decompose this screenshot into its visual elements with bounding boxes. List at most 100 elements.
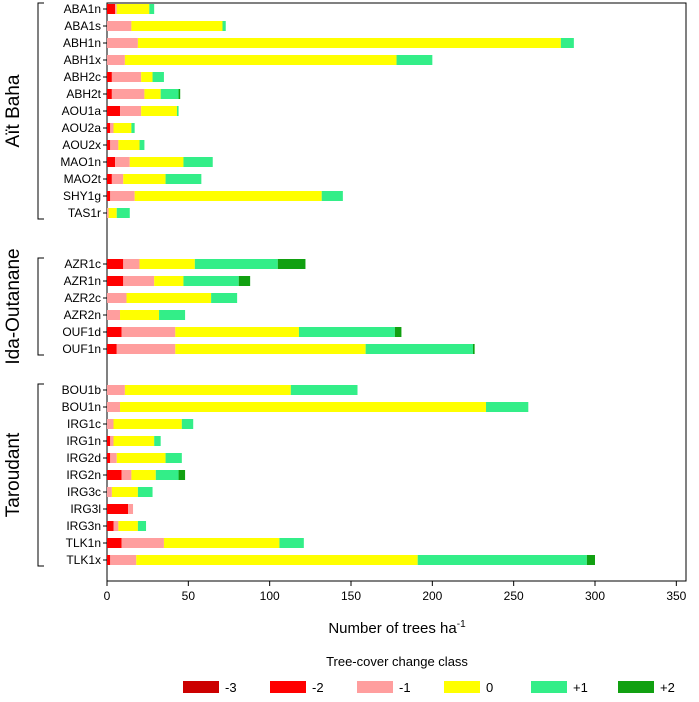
group-brackets: Aït Baha Ida-Outanane Taroudant [3,2,44,567]
category-label: OUF1n [62,342,101,356]
bar-segment-SHY1g-class-0 [134,191,322,201]
bar-segment-OUF1d-class-0 [175,327,299,337]
category-label: AZR2c [64,291,101,305]
bar-segment-MAO2t-class-0 [123,174,166,184]
bar-segment-TLK1x-class--2 [107,555,111,565]
bar-segment-AOU1a-class-0 [141,106,177,116]
bar-segment-TLK1x-class-+1 [417,555,587,565]
bar-segment-AOU2x-class--1 [110,140,119,150]
bar-segment-ABA1s-class-0 [131,21,223,31]
group-label: Aït Baha [3,74,24,147]
bar-segment-MAO2t-class--2 [107,174,112,184]
bar-segment-AOU2a-class--2 [107,123,111,133]
bar-segment-TLK1n-class--2 [107,538,122,548]
bar-segment-AZR1c-class-+2 [277,259,306,269]
group-bracket [37,2,44,220]
bar-segment-ABA1n-class-+1 [149,4,155,14]
bar-segment-IRG3n-class-+1 [137,521,147,531]
legend-label: -2 [312,680,324,695]
bar-segment-TLK1x-class-+2 [586,555,595,565]
bar-segment-TAS1r-class--1 [107,208,109,218]
bar-segment-IRG2n-class-0 [131,470,156,480]
bar-segment-IRG1n-class-+1 [154,436,161,446]
bar-segment-IRG1n-class--1 [110,436,114,446]
bar-segment-AOU1a-class-+1 [176,106,179,116]
x-tick-label: 100 [260,589,280,603]
bar-segment-OUF1n-class-+1 [365,344,473,354]
bar-segment-MAO1n-class--2 [107,157,116,167]
bar-segment-TLK1n-class-0 [163,538,280,548]
legend-label: 0 [486,680,493,695]
bar-segment-AZR1n-class-+2 [238,276,251,286]
category-label: BOU1n [62,400,101,414]
bar-segment-IRG3c-class-+1 [137,487,153,497]
category-label: IRG3l [70,502,101,516]
bar-segment-ABA1s-class--1 [107,21,132,31]
bar-segment-AZR1c-class-+1 [194,259,278,269]
bar-segment-TAS1r-class-0 [108,208,117,218]
bar-segment-AOU1a-class--2 [107,106,121,116]
bar-segment-AOU2x-class-+1 [139,140,145,150]
bar-segment-IRG2n-class-+1 [155,470,179,480]
bar-segment-ABH1n-class-+1 [560,38,574,48]
category-label: SHY1g [63,189,101,203]
bar-segment-ABH2c-class-+1 [152,72,164,82]
bar-segment-IRG2d-class--2 [107,453,111,463]
bar-segment-AOU2a-class--1 [110,123,114,133]
bar-segment-ABA1s-class-+1 [222,21,226,31]
bar-segment-AZR1n-class-+1 [183,276,239,286]
bar-segment-AOU2a-class-0 [113,123,132,133]
bar-segment-ABH2c-class--1 [111,72,142,82]
bar-segment-AZR2c-class-+1 [211,293,238,303]
bar-segment-ABH2c-class-0 [141,72,153,82]
category-label: AZR1n [64,274,101,288]
legend-swatch-class--3 [183,681,219,693]
bar-segment-OUF1n-class--1 [116,344,176,354]
bar-segment-OUF1d-class--1 [121,327,176,337]
bar-segment-TAS1r-class-+1 [116,208,130,218]
x-axis-title: Number of trees ha-1 [328,619,466,637]
category-label: AZR2n [64,308,101,322]
legend-title: Tree-cover change class [326,654,468,669]
x-axis-title-text: Number of trees ha [328,620,457,637]
legend-swatch-class-0 [444,681,480,693]
legend-label: -3 [225,680,237,695]
bar-segment-IRG3l-class--1 [128,504,134,514]
x-tick-label: 250 [504,589,524,603]
bar-segment-BOU1b-class-0 [124,385,291,395]
bar-segment-TLK1n-class-+1 [279,538,304,548]
category-label: AOU1a [62,104,102,118]
bar-segment-AZR1n-class--2 [107,276,124,286]
bar-segment-IRG3c-class--1 [107,487,112,497]
category-label: IRG1c [67,417,101,431]
bar-segment-IRG3n-class-0 [118,521,138,531]
bar-segment-IRG2n-class--2 [107,470,122,480]
bar-segment-ABH1n-class-0 [137,38,561,48]
category-label: IRG1n [66,434,101,448]
x-tick-label: 50 [182,589,196,603]
category-label: OUF1d [62,325,101,339]
x-axis: 0 50 100 150 200 250 300 350 [104,581,687,603]
category-label: AOU2a [62,121,102,135]
legend-swatch-class-+1 [531,681,567,693]
bar-segment-ABH1x-class-+1 [396,55,433,65]
bars [107,4,595,565]
bar-segment-IRG3n-class--2 [107,521,114,531]
bar-segment-AZR1c-class--2 [107,259,124,269]
bar-segment-MAO1n-class-+1 [183,157,213,167]
bar-segment-IRG2d-class-0 [116,453,166,463]
bar-segment-IRG1c-class-+1 [181,419,194,429]
bar-segment-BOU1n-class-+1 [486,402,529,412]
legend-swatch-class--1 [357,681,393,693]
bar-segment-AZR2n-class--1 [107,310,121,320]
bar-segment-SHY1g-class-+1 [321,191,343,201]
bar-segment-BOU1b-class-+1 [290,385,358,395]
bar-segment-IRG1c-class-0 [113,419,182,429]
category-label: ABH2c [64,70,101,84]
x-tick-label: 200 [422,589,442,603]
bar-segment-AZR2n-class-+1 [159,310,186,320]
bar-segment-IRG2n-class--1 [121,470,132,480]
category-label: MAO2t [64,172,102,186]
category-label: IRG2d [66,451,101,465]
x-tick-label: 350 [666,589,686,603]
